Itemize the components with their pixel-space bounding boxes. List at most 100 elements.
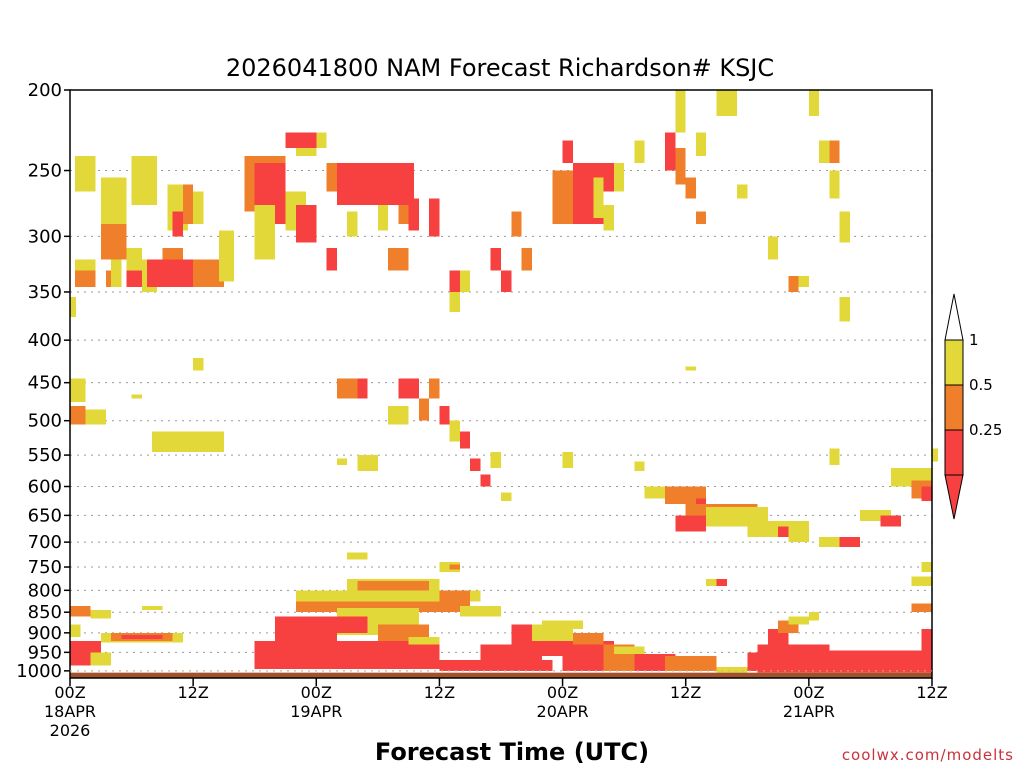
heatmap-cell [429, 198, 440, 237]
y-tick-label: 900 [28, 623, 62, 644]
heatmap-cell [172, 211, 183, 237]
heatmap-cell [644, 486, 676, 499]
y-tick-label: 350 [28, 282, 62, 303]
heatmap-cell [675, 148, 686, 185]
heatmap-cell [634, 140, 645, 164]
heatmap-cell [254, 204, 276, 260]
y-tick-label: 450 [28, 373, 62, 394]
heatmap-cell [695, 132, 707, 156]
heatmap-cell [757, 644, 830, 673]
heatmap-cell [716, 667, 748, 673]
heatmap-cell [829, 650, 932, 673]
y-tick-label: 550 [28, 445, 62, 466]
heatmap-cell [336, 458, 348, 465]
y-tick-label: 500 [28, 411, 62, 432]
heatmap-cell [336, 378, 358, 399]
heatmap-cell [70, 378, 86, 403]
legend-label: 0.25 [969, 421, 1002, 439]
heatmap-cell [285, 132, 322, 149]
heatmap-cell [141, 605, 163, 611]
heatmap-cell [675, 515, 707, 532]
heatmap-cell [449, 291, 460, 313]
heatmap-cell [218, 230, 235, 282]
heatmap-cell [634, 461, 645, 472]
y-axis: 200 250 300 350 400 450 500 550 600 650 700 7508008… [16, 80, 70, 682]
heatmap-cell [408, 636, 440, 645]
heatmap-cell [152, 259, 194, 287]
heatmap-cell [695, 498, 707, 510]
heatmap-cell [501, 492, 512, 502]
heatmap-cell [603, 204, 614, 231]
heatmap-cell [449, 270, 460, 298]
heatmap-cell [316, 132, 327, 149]
heatmap-cell [613, 646, 645, 655]
heatmap-cell [932, 448, 938, 462]
heatmap-cell [121, 634, 163, 639]
heatmap-cell [829, 140, 840, 164]
heatmap-cells [70, 90, 938, 673]
heatmap-cell [921, 562, 932, 572]
heatmap-cell [326, 248, 337, 271]
heatmap-cell [295, 148, 317, 156]
plot-frame [69, 89, 933, 679]
surface-band [70, 672, 932, 678]
x-tick-label: 21APR [783, 702, 835, 721]
x-tick-label: 00Z [54, 683, 85, 702]
heatmap-cell [788, 616, 809, 625]
heatmap-cell [295, 204, 317, 243]
heatmap-cell [347, 552, 368, 560]
heatmap-cell [572, 632, 604, 645]
heatmap-cell [377, 204, 389, 231]
heatmap-cell [511, 211, 522, 237]
heatmap-cell [675, 90, 686, 133]
heatmap-cell [685, 177, 696, 199]
heatmap-cell [542, 620, 584, 629]
x-axis-label: Forecast Time (UTC) [375, 738, 649, 766]
heatmap-cell [70, 297, 76, 317]
x-tick-label: 12Z [670, 683, 701, 702]
heatmap-cell [90, 652, 112, 666]
heatmap-cell [193, 191, 204, 225]
heatmap-cell [388, 248, 409, 271]
y-tick-label: 950 [28, 642, 62, 663]
heatmap-cell [562, 140, 573, 164]
y-tick-label: 400 [28, 330, 62, 351]
heatmap-cell [70, 624, 81, 637]
heatmap-cell [521, 248, 532, 271]
legend-top-arrow [944, 293, 964, 341]
credit-text: coolwx.com/modelts [842, 746, 1014, 764]
heatmap-cell [357, 378, 368, 399]
heatmap-cell [388, 405, 409, 425]
heatmap-cell [100, 224, 127, 260]
heatmap-cell [408, 198, 419, 231]
heatmap-cell [788, 276, 799, 292]
x-tick-label: 12Z [916, 683, 947, 702]
heatmap-cell [152, 431, 224, 452]
x-tick-label: 20APR [537, 702, 589, 721]
x-tick-label: 18APR [44, 702, 96, 721]
x-tick-label: 2026 [50, 721, 91, 740]
heatmap-cell [429, 378, 440, 399]
heatmap-cell [254, 640, 440, 670]
heatmap-cell [911, 576, 932, 586]
heatmap-cell [377, 624, 430, 641]
heatmap-cell [706, 578, 717, 586]
heatmap-cell [357, 581, 430, 591]
heatmap-cell [439, 590, 471, 608]
heatmap-cell [767, 236, 779, 260]
heatmap-cell [439, 562, 460, 572]
heatmap-cell [439, 405, 450, 425]
y-tick-label: 750 [28, 557, 62, 578]
y-tick-label: 700 [28, 532, 62, 553]
chart-title: 2026041800 NAM Forecast Richardson# KSJC [226, 54, 774, 82]
heatmap-cell [819, 536, 840, 548]
heatmap-cell [347, 211, 358, 237]
heatmap-cell [829, 448, 840, 465]
x-tick-label: 12Z [424, 683, 455, 702]
heatmap-cell [295, 590, 481, 602]
heatmap-cell [418, 398, 430, 421]
plot-area [69, 89, 938, 679]
heatmap-cell [911, 603, 932, 613]
heatmap-cell [90, 610, 112, 619]
legend-swatch [944, 339, 964, 386]
